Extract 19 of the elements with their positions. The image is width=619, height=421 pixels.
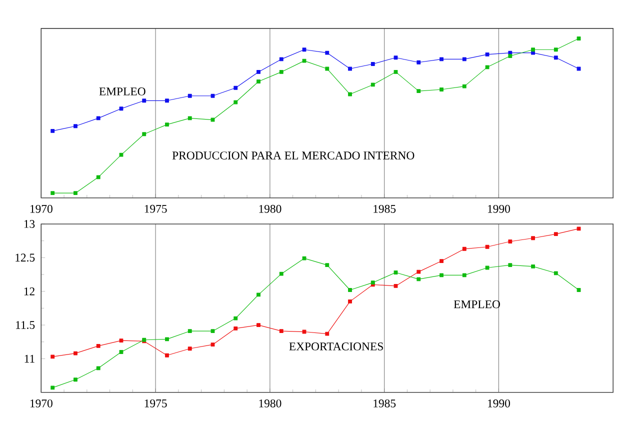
x-tick-label: 1980 bbox=[259, 400, 282, 408]
x-tick-label: 1975 bbox=[144, 204, 167, 213]
x-tick-label: 1990 bbox=[488, 204, 510, 213]
y-tick-label: 12 bbox=[24, 288, 34, 296]
y-tick-label: 11 bbox=[24, 354, 34, 363]
x-tick-label: 1980 bbox=[259, 204, 282, 213]
series-label: EXPORTACIONES bbox=[289, 342, 383, 350]
x-tick-label: 1985 bbox=[374, 204, 396, 213]
y-tick-label: 11.5 bbox=[16, 321, 35, 330]
x-tick-label: 1985 bbox=[374, 400, 396, 408]
text: EMPLEO bbox=[454, 300, 500, 308]
text: PRODUCCION PARA EL MERCADO INTERNO bbox=[172, 152, 414, 160]
y-tick-label: 13 bbox=[24, 220, 35, 228]
series-label: EMPLEO bbox=[99, 88, 146, 96]
y-tick-label: 12.5 bbox=[16, 254, 35, 262]
x-tick-label: 1970 bbox=[30, 400, 52, 408]
x-tick-label: 1990 bbox=[488, 400, 510, 408]
x-tick-label: 1975 bbox=[144, 400, 167, 408]
x-tick-label: 1970 bbox=[30, 204, 52, 213]
